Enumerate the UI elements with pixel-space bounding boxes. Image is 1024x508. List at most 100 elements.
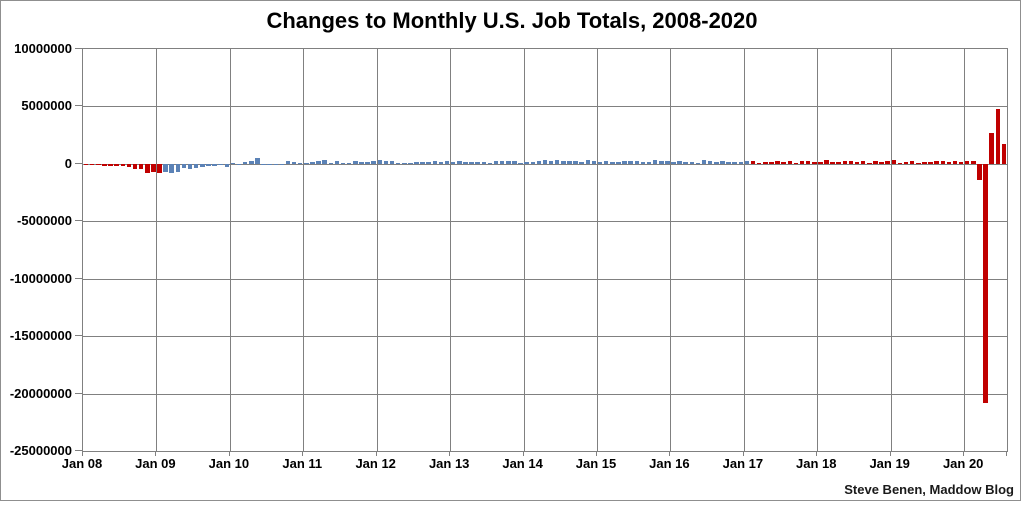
bar-month-14 bbox=[169, 163, 174, 174]
y-axis-tick bbox=[75, 220, 82, 222]
bar-month-25 bbox=[236, 163, 242, 165]
bar-month-93 bbox=[652, 160, 658, 164]
bar-month-6 bbox=[120, 163, 126, 167]
bar-month-89 bbox=[628, 161, 633, 164]
bar-month-49 bbox=[383, 160, 389, 164]
bar-month-91 bbox=[640, 162, 646, 164]
bar-month-34 bbox=[291, 162, 297, 164]
x-tick-label: Jan 20 bbox=[942, 456, 984, 471]
bar-month-53 bbox=[408, 162, 413, 164]
x-tick-label: Jan 18 bbox=[796, 456, 837, 471]
bar-month-38 bbox=[316, 161, 321, 164]
bar-month-146 bbox=[977, 163, 982, 180]
bar-month-3 bbox=[102, 163, 107, 167]
bar-month-144 bbox=[964, 161, 970, 164]
bar-month-33 bbox=[285, 160, 291, 164]
bar-month-44 bbox=[353, 161, 358, 164]
bar-month-103 bbox=[714, 161, 719, 164]
bar-month-18 bbox=[193, 163, 199, 168]
bar-month-142 bbox=[952, 160, 958, 164]
x-tick-label: Jan 10 bbox=[208, 456, 250, 471]
bar-month-27 bbox=[249, 160, 254, 164]
bar-month-39 bbox=[322, 159, 327, 164]
x-tick-label: Jan 09 bbox=[135, 456, 176, 471]
bar-month-30 bbox=[267, 163, 272, 165]
bar-month-20 bbox=[206, 163, 211, 167]
bar-month-138 bbox=[928, 161, 933, 164]
bar-month-115 bbox=[787, 161, 793, 164]
y-tick-label: -10000000 bbox=[9, 270, 72, 286]
bar-month-45 bbox=[359, 161, 364, 164]
x-axis-tick bbox=[82, 451, 83, 456]
bar-month-10 bbox=[145, 163, 150, 173]
bar-month-67 bbox=[493, 160, 499, 164]
horizontal-gridline bbox=[83, 106, 1007, 108]
y-axis-tick bbox=[75, 48, 82, 49]
bar-month-52 bbox=[402, 162, 407, 164]
bar-month-123 bbox=[836, 161, 841, 164]
bar-month-88 bbox=[622, 160, 627, 164]
bar-month-105 bbox=[726, 162, 731, 164]
bar-month-90 bbox=[634, 160, 640, 164]
bar-month-15 bbox=[175, 163, 181, 172]
vertical-gridline bbox=[523, 49, 525, 451]
horizontal-gridline bbox=[83, 221, 1007, 223]
bar-month-40 bbox=[328, 162, 334, 164]
y-tick-label: -25000000 bbox=[9, 443, 72, 458]
bar-month-65 bbox=[481, 161, 487, 164]
bar-month-24 bbox=[230, 162, 236, 164]
bar-month-4 bbox=[108, 163, 113, 166]
bar-month-71 bbox=[518, 162, 523, 164]
y-axis-tick bbox=[75, 392, 82, 394]
bar-month-37 bbox=[310, 161, 315, 164]
y-axis-tick bbox=[75, 162, 82, 164]
x-tick-label: Jan 16 bbox=[649, 456, 690, 471]
y-axis-tick bbox=[75, 105, 82, 107]
bar-month-131 bbox=[885, 161, 890, 164]
bar-month-102 bbox=[707, 160, 713, 164]
x-tick-label: Jan 12 bbox=[355, 456, 396, 471]
bar-month-139 bbox=[934, 161, 939, 164]
bar-month-85 bbox=[603, 160, 609, 164]
bar-month-0 bbox=[83, 163, 89, 165]
bar-month-145 bbox=[971, 160, 976, 164]
bar-month-16 bbox=[181, 163, 187, 168]
bar-month-83 bbox=[591, 160, 597, 164]
bar-month-121 bbox=[824, 160, 829, 164]
bar-month-48 bbox=[377, 159, 383, 164]
bar-month-66 bbox=[487, 162, 493, 164]
bar-month-125 bbox=[848, 161, 854, 164]
x-axis-tick bbox=[302, 451, 304, 456]
bar-month-84 bbox=[597, 161, 603, 164]
bar-month-60 bbox=[450, 161, 456, 164]
bar-month-69 bbox=[506, 161, 511, 164]
bar-month-140 bbox=[940, 161, 945, 164]
bar-month-28 bbox=[255, 157, 260, 164]
horizontal-gridline bbox=[83, 336, 1007, 338]
bar-month-59 bbox=[444, 161, 450, 164]
bar-month-29 bbox=[261, 163, 266, 166]
bar-month-124 bbox=[842, 160, 848, 164]
bar-month-82 bbox=[585, 160, 591, 164]
bar-month-51 bbox=[395, 162, 401, 164]
bar-month-7 bbox=[126, 163, 132, 167]
bar-month-114 bbox=[781, 161, 786, 164]
bar-month-22 bbox=[218, 163, 223, 165]
bar-month-17 bbox=[187, 163, 193, 170]
bar-month-98 bbox=[683, 161, 688, 164]
bar-month-94 bbox=[659, 160, 664, 164]
bar-month-120 bbox=[818, 161, 823, 164]
x-tick-label: Jan 14 bbox=[502, 456, 543, 471]
bar-month-13 bbox=[163, 163, 168, 173]
x-axis-tick bbox=[375, 451, 377, 456]
vertical-gridline bbox=[890, 49, 892, 451]
horizontal-gridline bbox=[83, 278, 1007, 280]
bar-month-43 bbox=[346, 162, 352, 164]
bar-month-92 bbox=[646, 162, 652, 164]
bar-month-54 bbox=[414, 162, 419, 164]
bar-month-2 bbox=[96, 163, 101, 165]
bar-month-137 bbox=[922, 161, 927, 164]
bar-month-99 bbox=[689, 162, 695, 164]
x-tick-label: Jan 19 bbox=[869, 456, 910, 471]
